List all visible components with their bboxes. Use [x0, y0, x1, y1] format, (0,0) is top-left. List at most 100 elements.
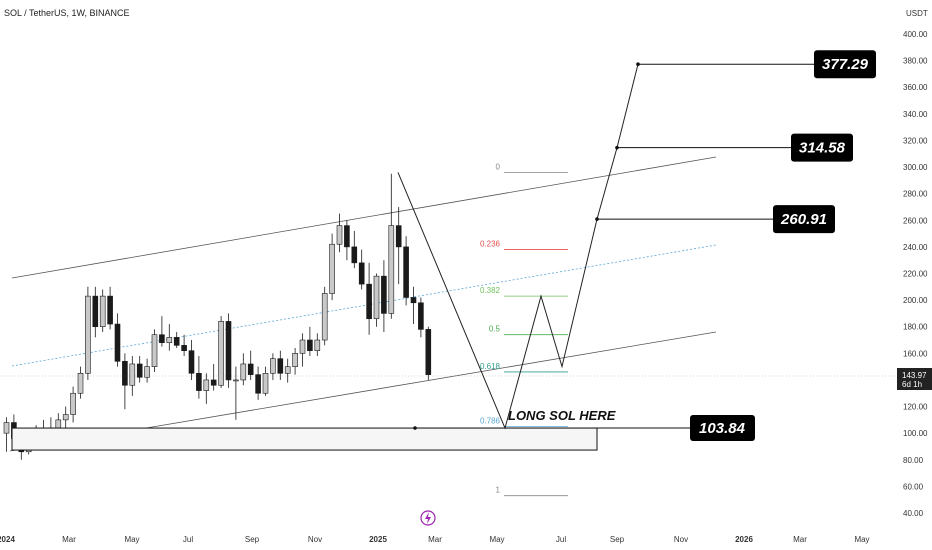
candle-body	[122, 361, 128, 386]
channel-midline	[11, 244, 717, 367]
y-tick-label: 260.00	[903, 216, 928, 225]
projection-line	[397, 64, 639, 430]
candle-body	[321, 293, 328, 341]
x-tick-label: Mar	[428, 535, 442, 544]
candle-body	[292, 353, 298, 367]
candle-body	[403, 246, 409, 298]
x-tick-label: May	[854, 535, 869, 544]
entry-zone: LONG SOL HERE 103.84	[11, 408, 755, 451]
candle-body	[329, 243, 335, 294]
y-tick-label: 380.00	[903, 57, 928, 66]
y-tick-label: 60.00	[903, 482, 924, 491]
target-price-badge	[773, 205, 835, 234]
candle-body	[188, 350, 195, 374]
candle-body	[381, 275, 387, 314]
candle-body	[262, 372, 269, 394]
y-tick-label: 100.00	[903, 429, 928, 438]
candle-body	[70, 392, 76, 415]
candle-body	[218, 321, 224, 386]
candle-body	[136, 363, 143, 378]
fib-level-label: 0.618	[480, 362, 501, 371]
candle-body	[373, 275, 380, 320]
fib-level-label: 0.382	[480, 286, 501, 295]
candle-body	[247, 363, 254, 375]
candle-body	[92, 295, 99, 328]
target-price-label: 314.58	[799, 140, 846, 157]
y-tick-label: 400.00	[903, 30, 928, 39]
entry-zone-box	[11, 427, 598, 451]
current-price-label: 143.97	[902, 371, 927, 380]
candle-body	[107, 295, 113, 325]
candle-body	[366, 283, 372, 320]
candle-body	[240, 363, 247, 381]
candle-body	[225, 321, 232, 381]
y-axis: 40.0060.0080.00100.00120.00140.00160.001…	[903, 30, 928, 518]
candle-body	[336, 225, 343, 245]
candle-body	[55, 419, 62, 429]
target-price-badge	[791, 133, 853, 162]
price-channel	[0, 156, 897, 452]
candle-body	[181, 345, 187, 351]
x-tick-label: 2026	[735, 535, 753, 544]
candle-body	[99, 295, 106, 328]
y-tick-label: 320.00	[903, 136, 928, 145]
y-tick-label: 340.00	[903, 110, 928, 119]
target-price-badge	[814, 50, 876, 79]
candle-body	[255, 374, 261, 394]
x-tick-label: Jul	[556, 535, 566, 544]
candle-body	[173, 337, 180, 346]
current-price-tag: 143.97 6d 1h	[897, 368, 932, 390]
x-tick-label: May	[489, 535, 504, 544]
fib-level-label: 0.236	[480, 240, 501, 249]
y-tick-label: 80.00	[903, 456, 924, 465]
chart-title: SOL / TetherUS, 1W, BINANCE	[4, 8, 130, 18]
fib-retracement: 0 0.236 0.382 0.5 0.618 0.786 1	[480, 162, 568, 497]
candle-body	[159, 334, 165, 343]
candle-body	[85, 295, 91, 374]
candle-body	[388, 225, 395, 314]
candle-body	[344, 225, 350, 248]
projection-path	[397, 64, 639, 430]
currency-label: USDT	[906, 9, 928, 18]
x-tick-label: Sep	[610, 535, 625, 544]
candle-body	[196, 372, 202, 391]
candle-body	[351, 246, 358, 264]
entry-price-badge	[690, 415, 755, 442]
long-sol-label: LONG SOL HERE	[508, 408, 616, 423]
y-tick-label: 160.00	[903, 349, 928, 358]
x-tick-label: Jul	[183, 535, 193, 544]
candle-body	[203, 379, 210, 391]
lightning-icon[interactable]	[420, 510, 436, 526]
candle-body	[358, 262, 365, 285]
candle-body	[425, 329, 432, 375]
fib-level-label: 0.5	[489, 325, 501, 334]
current-price-tag-bg	[897, 368, 932, 390]
x-tick-label: Nov	[308, 535, 322, 544]
fib-level-label: 1	[496, 486, 501, 495]
x-tick-label: Sep	[245, 535, 260, 544]
candle-body	[418, 302, 424, 330]
target-price-label: 260.91	[780, 211, 827, 228]
candle-body	[395, 225, 402, 248]
candle-body	[410, 297, 417, 304]
x-tick-label: Nov	[674, 535, 688, 544]
x-tick-label: 2024	[0, 535, 15, 544]
candle-body	[3, 422, 10, 434]
candle-body	[307, 339, 313, 351]
x-tick-label: Mar	[62, 535, 76, 544]
y-tick-label: 240.00	[903, 243, 928, 252]
countdown-label: 6d 1h	[902, 380, 922, 389]
candle-body	[210, 379, 217, 386]
candle-body	[166, 337, 173, 343]
candle-body	[62, 414, 69, 421]
entry-dot	[413, 426, 417, 430]
x-tick-label: Mar	[793, 535, 807, 544]
candle-body	[77, 372, 84, 394]
y-tick-label: 200.00	[903, 296, 928, 305]
y-tick-label: 40.00	[903, 509, 924, 518]
fib-level-label: 0	[496, 162, 501, 171]
candle-body	[284, 366, 291, 374]
candle-body	[270, 358, 276, 374]
target-labels: 377.29 314.58 260.91	[595, 50, 876, 234]
